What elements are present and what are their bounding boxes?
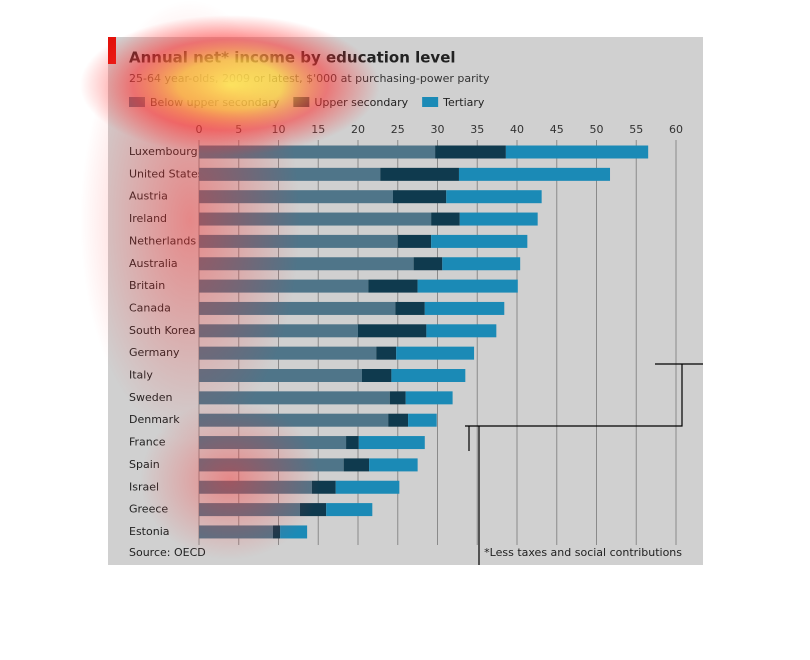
- bar-segment: [358, 436, 425, 450]
- bar-segment: [346, 436, 359, 450]
- bar-segment: [458, 167, 611, 181]
- bar-segment: [446, 190, 542, 204]
- x-tick-label: 30: [431, 123, 445, 136]
- x-tick-label: 45: [550, 123, 564, 136]
- x-tick-label: 60: [669, 123, 683, 136]
- bar-segment: [396, 346, 475, 360]
- legend-label: Tertiary: [442, 96, 485, 109]
- x-tick-label: 25: [391, 123, 405, 136]
- bar-segment: [368, 279, 418, 293]
- x-tick-label: 40: [510, 123, 524, 136]
- bar-segment: [405, 391, 453, 405]
- bar-segment: [424, 301, 505, 315]
- bar-segment: [389, 391, 406, 405]
- bar-segment: [397, 234, 432, 248]
- x-tick-label: 50: [590, 123, 604, 136]
- x-tick-label: 35: [470, 123, 484, 136]
- bar-segment: [392, 190, 447, 204]
- bar-segment: [417, 279, 518, 293]
- footnote: *Less taxes and social contributions: [484, 546, 682, 559]
- bar-segment: [431, 212, 460, 226]
- bar-segment: [388, 413, 409, 427]
- bar-segment: [358, 324, 427, 338]
- bar-segment: [391, 369, 466, 382]
- heatmap: [80, 0, 300, 440]
- bar-segment: [435, 145, 506, 159]
- heatmap: [140, 400, 320, 560]
- bar-segment: [442, 257, 521, 271]
- annotation-lines: [465, 363, 703, 565]
- bar-segment: [335, 480, 400, 494]
- bar-segment: [376, 346, 397, 360]
- bar-segment: [408, 413, 437, 427]
- bar-segment: [505, 145, 649, 159]
- bar-segment: [326, 503, 373, 517]
- bar-segment: [426, 324, 497, 338]
- bar-segment: [343, 458, 370, 472]
- bar-segment: [369, 458, 418, 472]
- bar-segment: [459, 212, 538, 226]
- x-tick-label: 55: [629, 123, 643, 136]
- bar-segment: [380, 167, 459, 181]
- bar-segment: [413, 257, 443, 271]
- bar-segment: [361, 369, 392, 382]
- bar-segment: [395, 301, 425, 315]
- bar-segment: [431, 234, 528, 248]
- legend-swatch: [422, 97, 439, 107]
- x-tick-label: 20: [351, 123, 365, 136]
